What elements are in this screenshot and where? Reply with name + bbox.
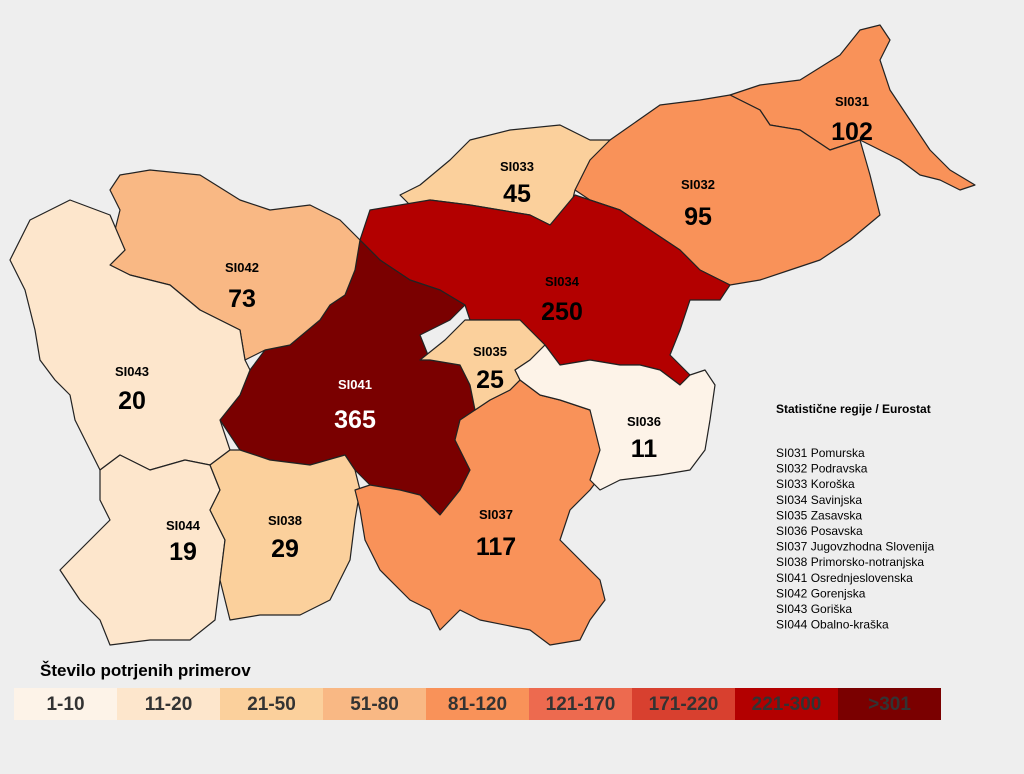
key-title: Statistične regije / Eurostat — [776, 402, 931, 416]
region-code: SI038 — [268, 513, 302, 528]
legend-swatch — [426, 688, 529, 720]
key-entry: SI037 Jugovzhodna Slovenija — [776, 540, 934, 554]
legend-swatch — [14, 688, 117, 720]
key-entry: SI042 Gorenjska — [776, 586, 866, 600]
region-value: 25 — [476, 366, 504, 394]
region-value: 11 — [631, 435, 658, 463]
key-entry: SI044 Obalno-kraška — [776, 618, 889, 632]
region-value: 19 — [169, 538, 197, 566]
key-entry: SI043 Goriška — [776, 602, 852, 616]
legend-label: 51-80 — [350, 694, 399, 715]
region-code: SI031 — [835, 94, 869, 109]
key-entry: SI031 Pomurska — [776, 446, 865, 460]
region-shape — [59, 454, 226, 646]
region-value: 45 — [503, 180, 531, 208]
legend-label: 171-220 — [649, 694, 719, 715]
region-shape — [359, 194, 731, 386]
region-value: 29 — [271, 535, 299, 563]
legend-swatch — [735, 688, 838, 720]
region-value: 95 — [684, 203, 712, 231]
legend-label: 221-300 — [752, 694, 822, 715]
legend-label: 1-10 — [46, 694, 84, 715]
region-code: SI044 — [166, 518, 201, 533]
legend-label: 11-20 — [145, 694, 193, 715]
region-code: SI035 — [473, 344, 507, 359]
region-code: SI037 — [479, 507, 513, 522]
region-code: SI041 — [338, 377, 372, 392]
legend-swatch — [838, 688, 941, 720]
region-value: 250 — [541, 298, 583, 326]
region-value: 102 — [831, 118, 873, 146]
legend-title: Število potrjenih primerov — [40, 661, 251, 680]
key-entry: SI036 Posavska — [776, 524, 863, 538]
region-code: SI043 — [115, 364, 149, 379]
region-code: SI033 — [500, 159, 534, 174]
legend-label: 81-120 — [448, 694, 507, 715]
legend-swatch — [323, 688, 426, 720]
key-entry: SI034 Savinjska — [776, 493, 862, 507]
region-code: SI032 — [681, 177, 715, 192]
region-code: SI034 — [545, 274, 580, 289]
key-entry: SI035 Zasavska — [776, 508, 862, 522]
region-shape — [514, 344, 716, 491]
legend-swatch — [117, 688, 220, 720]
region-shape — [354, 379, 606, 646]
key-entry: SI038 Primorsko-notranjska — [776, 555, 924, 569]
legend-label: 121-170 — [546, 694, 616, 715]
legend-swatch — [529, 688, 632, 720]
legend-label: >301 — [868, 694, 911, 715]
legend-label: 21-50 — [247, 694, 296, 715]
region-code: SI042 — [225, 260, 259, 275]
key-entry: SI032 Podravska — [776, 462, 868, 476]
region-code: SI036 — [627, 414, 661, 429]
region-value: 20 — [118, 387, 146, 415]
region-value: 365 — [334, 406, 376, 434]
legend-swatch — [220, 688, 323, 720]
key-entry: SI033 Koroška — [776, 477, 855, 491]
key-entry: SI041 Osrednjeslovenska — [776, 571, 913, 585]
region-value: 73 — [228, 285, 256, 313]
region-value: 117 — [476, 533, 516, 561]
region-shape — [209, 449, 361, 621]
legend-swatch — [632, 688, 735, 720]
